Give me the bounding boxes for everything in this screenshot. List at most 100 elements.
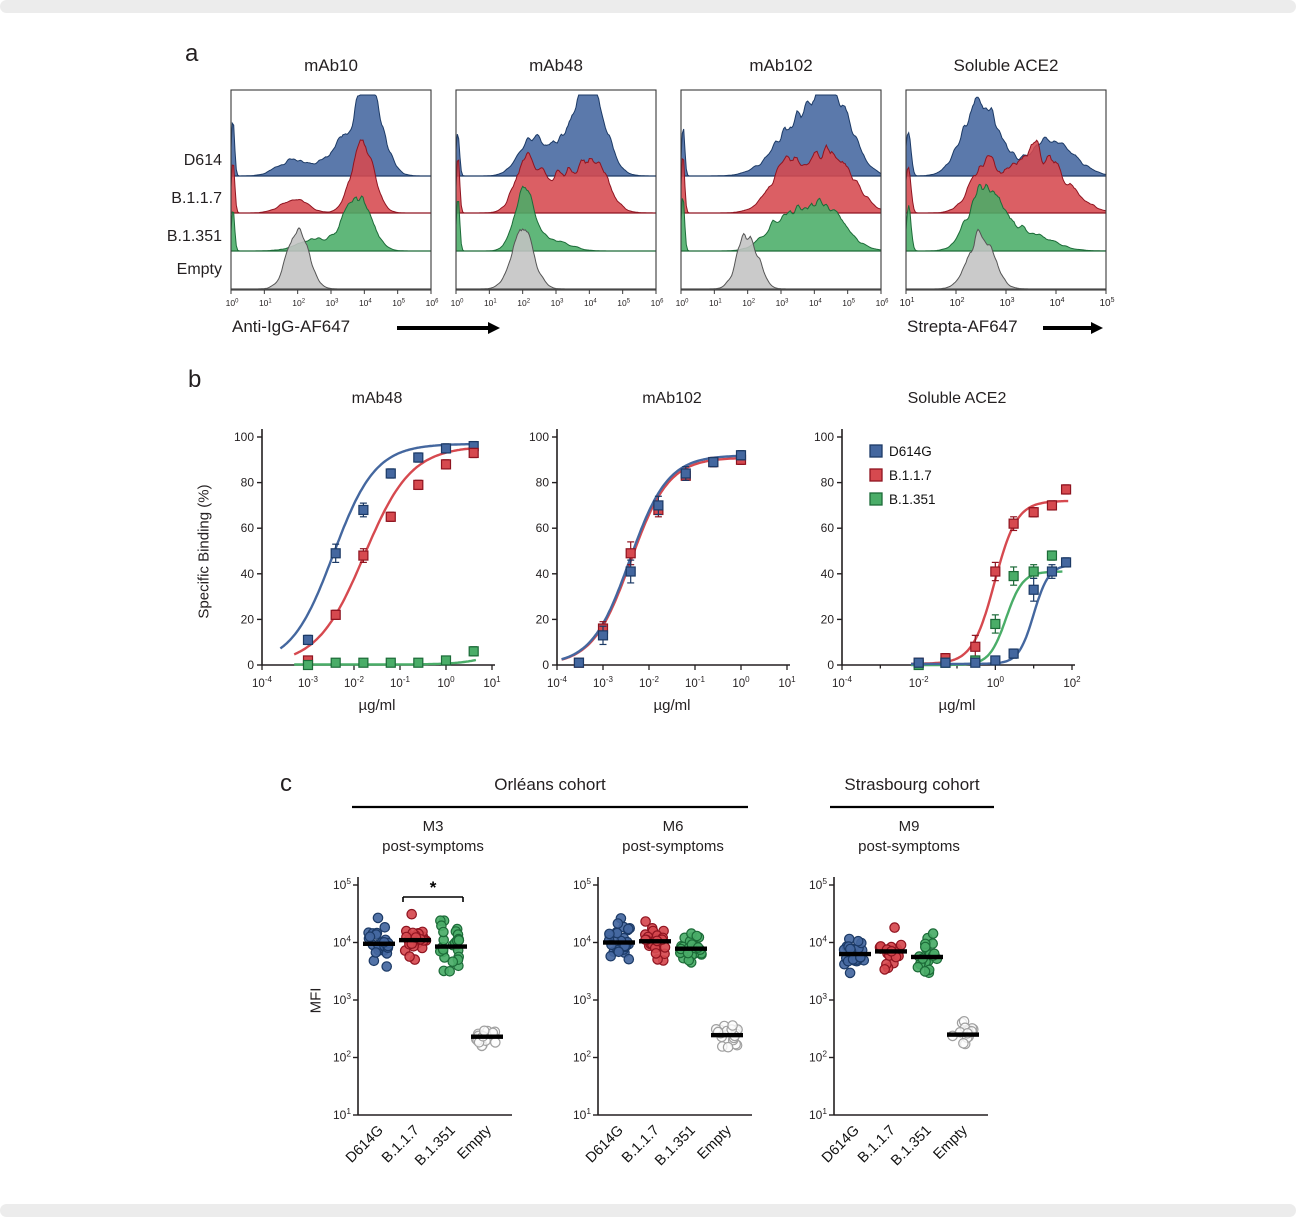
svg-text:102: 102 xyxy=(333,1048,351,1064)
hist-plot-1 xyxy=(456,94,656,290)
median-bar xyxy=(603,940,635,945)
svg-text:104: 104 xyxy=(584,298,597,308)
svg-text:60: 60 xyxy=(241,521,255,535)
svg-text:100: 100 xyxy=(437,675,455,690)
cohort-label-orleans: Orléans cohort xyxy=(494,775,606,794)
svg-text:100: 100 xyxy=(529,430,549,444)
dot-title-m3: M3 xyxy=(422,818,444,835)
svg-text:10-1: 10-1 xyxy=(685,675,705,690)
svg-text:105: 105 xyxy=(573,876,591,892)
panel-c-letter: c xyxy=(280,770,292,797)
page-top-trim xyxy=(0,0,1296,13)
row-label-empty: Empty xyxy=(176,261,222,278)
row-label-b117: B.1.1.7 xyxy=(171,190,222,207)
y-axis-label-specific-binding: Specific Binding (%) xyxy=(195,484,213,619)
svg-text:20: 20 xyxy=(241,612,255,626)
svg-text:20: 20 xyxy=(536,612,550,626)
svg-text:100: 100 xyxy=(226,298,239,308)
svg-text:102: 102 xyxy=(1063,675,1081,690)
svg-text:0: 0 xyxy=(542,658,549,672)
svg-text:B.1.1.7: B.1.1.7 xyxy=(889,468,932,483)
legend-swatch-B.1.351 xyxy=(869,492,883,506)
svg-text:100: 100 xyxy=(676,298,689,308)
median-bar xyxy=(675,946,707,951)
category-label: D614G xyxy=(819,1123,863,1167)
svg-text:100: 100 xyxy=(234,430,254,444)
median-bar xyxy=(639,939,671,944)
svg-text:103: 103 xyxy=(776,298,789,308)
svg-text:101: 101 xyxy=(333,1106,351,1122)
svg-text:*: * xyxy=(430,878,437,897)
svg-text:106: 106 xyxy=(876,298,889,308)
category-label: D614G xyxy=(583,1123,627,1167)
svg-text:102: 102 xyxy=(573,1048,591,1064)
svg-text:103: 103 xyxy=(809,991,827,1007)
svg-text:105: 105 xyxy=(392,298,405,308)
svg-text:80: 80 xyxy=(536,476,550,490)
svg-text:100: 100 xyxy=(814,430,834,444)
svg-text:40: 40 xyxy=(241,567,255,581)
svg-text:B.1.351: B.1.351 xyxy=(889,492,936,507)
median-bar xyxy=(875,949,907,954)
svg-text:105: 105 xyxy=(809,876,827,892)
svg-text:100: 100 xyxy=(987,675,1005,690)
svg-text:10-1: 10-1 xyxy=(390,675,410,690)
svg-text:20: 20 xyxy=(821,612,835,626)
median-bar xyxy=(435,944,467,949)
svg-text:80: 80 xyxy=(821,476,835,490)
svg-text:104: 104 xyxy=(809,298,822,308)
svg-text:40: 40 xyxy=(821,567,835,581)
category-label: Empty xyxy=(694,1122,735,1163)
svg-text:80: 80 xyxy=(241,476,255,490)
svg-text:105: 105 xyxy=(842,298,855,308)
hist-title-soluble-ace2: Soluble ACE2 xyxy=(953,56,1059,75)
svg-text:10-2: 10-2 xyxy=(909,675,929,690)
hist-title-mab48: mAb48 xyxy=(529,56,583,75)
svg-text:103: 103 xyxy=(551,298,564,308)
svg-text:102: 102 xyxy=(742,298,755,308)
svg-text:105: 105 xyxy=(617,298,630,308)
svg-text:104: 104 xyxy=(809,933,827,949)
svg-text:105: 105 xyxy=(333,876,351,892)
svg-text:10-4: 10-4 xyxy=(547,675,567,690)
svg-text:102: 102 xyxy=(949,297,964,309)
svg-text:10-2: 10-2 xyxy=(344,675,364,690)
y-axis-label-mfi: MFI xyxy=(307,987,325,1014)
x-axis-label-ugml-1: µg/ml xyxy=(358,697,396,714)
median-bar xyxy=(839,951,871,957)
svg-text:100: 100 xyxy=(732,675,750,690)
svg-text:104: 104 xyxy=(573,933,591,949)
dot-title-m9: M9 xyxy=(898,818,920,835)
dot-subtitle-m9: post-symptoms xyxy=(858,838,960,855)
svg-text:60: 60 xyxy=(536,521,550,535)
curve-title-mab102: mAb102 xyxy=(642,390,702,407)
median-bar xyxy=(471,1034,503,1039)
svg-text:106: 106 xyxy=(426,298,439,308)
hist-title-mab10: mAb10 xyxy=(304,56,358,75)
svg-text:100: 100 xyxy=(451,298,464,308)
svg-text:103: 103 xyxy=(333,991,351,1007)
hist-title-mab102: mAb102 xyxy=(749,56,813,75)
category-label: B.1.351 xyxy=(652,1123,699,1170)
row-label-d614: D614 xyxy=(183,152,222,169)
svg-text:104: 104 xyxy=(1049,297,1064,309)
svg-text:10-3: 10-3 xyxy=(593,675,613,690)
svg-text:101: 101 xyxy=(778,675,796,690)
svg-text:60: 60 xyxy=(821,521,835,535)
svg-text:0: 0 xyxy=(247,658,254,672)
svg-text:101: 101 xyxy=(709,298,722,308)
category-label: Empty xyxy=(454,1122,495,1163)
svg-text:0: 0 xyxy=(827,658,834,672)
svg-text:101: 101 xyxy=(259,298,272,308)
category-label: B.1.351 xyxy=(412,1123,459,1170)
dot-title-m6: M6 xyxy=(662,818,684,835)
hist-plot-0 xyxy=(231,94,431,290)
svg-text:10-3: 10-3 xyxy=(298,675,318,690)
svg-text:10-4: 10-4 xyxy=(252,675,272,690)
curve-title-soluble-ace2: Soluble ACE2 xyxy=(907,390,1007,407)
svg-text:10-2: 10-2 xyxy=(639,675,659,690)
x-axis-label-anti-igg: Anti-IgG-AF647 xyxy=(232,317,351,336)
legend-swatch-B.1.1.7 xyxy=(869,468,883,482)
